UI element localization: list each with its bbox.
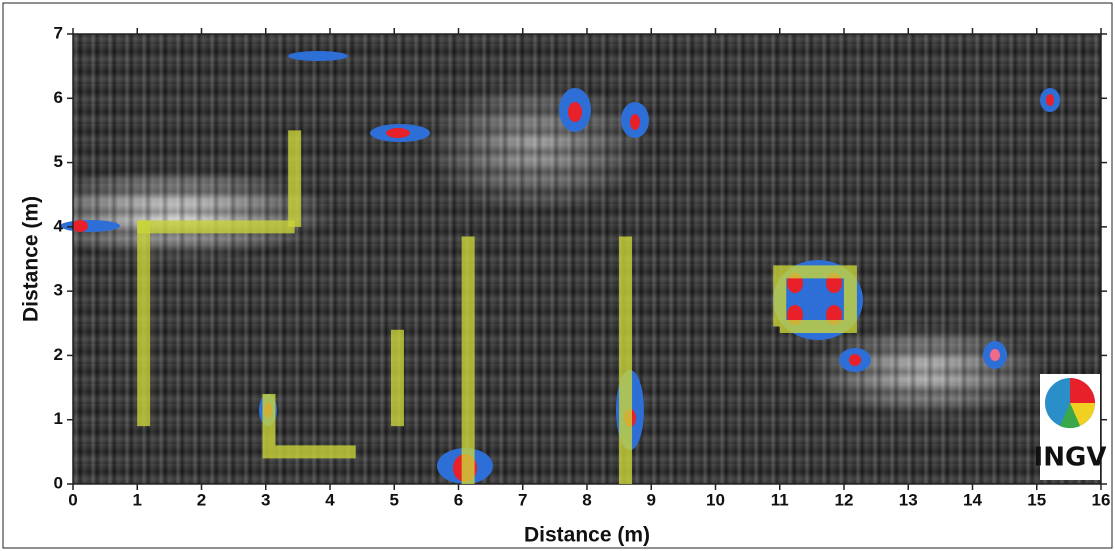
interpreted-feature bbox=[773, 265, 857, 333]
blob bbox=[1046, 94, 1054, 106]
y-tick-label: 5 bbox=[54, 152, 63, 171]
logo-segment bbox=[1070, 403, 1096, 426]
logo: INGV bbox=[1034, 374, 1107, 480]
blob bbox=[386, 128, 410, 138]
logo-text: INGV bbox=[1034, 443, 1107, 473]
x-axis-title: Distance (m) bbox=[524, 524, 650, 547]
x-tick-label: 11 bbox=[771, 490, 789, 509]
x-tick-label: 15 bbox=[1027, 490, 1046, 509]
blob bbox=[72, 220, 88, 232]
y-tick-label: 0 bbox=[54, 473, 63, 492]
blob bbox=[849, 354, 861, 366]
logo-segment bbox=[1070, 378, 1095, 403]
x-tick-label: 13 bbox=[899, 490, 918, 509]
blob bbox=[630, 114, 640, 130]
x-tick-label: 2 bbox=[197, 490, 206, 509]
logo-segment bbox=[1060, 403, 1080, 429]
reflection-blobs bbox=[60, 51, 1060, 484]
y-tick-label: 3 bbox=[54, 281, 63, 300]
x-tick-label: 7 bbox=[518, 490, 527, 509]
x-tick-label: 5 bbox=[390, 490, 399, 509]
blob bbox=[990, 349, 1000, 361]
x-tick-label: 3 bbox=[261, 490, 270, 509]
x-tick-label: 4 bbox=[325, 490, 335, 509]
x-tick-label: 12 bbox=[835, 490, 854, 509]
y-tick-label: 7 bbox=[54, 23, 63, 42]
y-tick-label: 6 bbox=[54, 88, 63, 107]
x-tick-label: 14 bbox=[963, 490, 982, 509]
x-tick-label: 16 bbox=[1092, 490, 1111, 509]
x-tick-label: 6 bbox=[454, 490, 463, 509]
x-tick-label: 8 bbox=[582, 490, 591, 509]
interpreted-feature bbox=[262, 394, 356, 459]
blob bbox=[568, 102, 582, 122]
y-tick-label: 1 bbox=[54, 409, 63, 428]
y-axis-title: Distance (m) bbox=[20, 196, 43, 322]
y-tick-label: 4 bbox=[54, 216, 64, 235]
x-tick-label: 1 bbox=[133, 490, 142, 509]
blob bbox=[60, 220, 120, 232]
x-tick-label: 0 bbox=[68, 490, 77, 509]
x-tick-label: 9 bbox=[647, 490, 656, 509]
x-tick-label: 10 bbox=[706, 490, 725, 509]
blob bbox=[288, 51, 348, 61]
y-tick-label: 2 bbox=[54, 345, 63, 364]
